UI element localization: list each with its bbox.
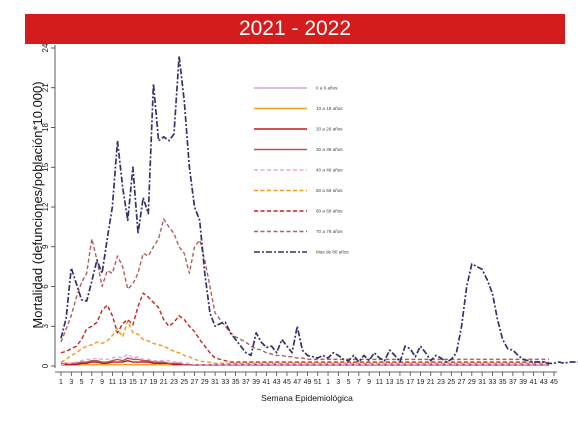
legend-label-9: Más de 80 años	[316, 250, 349, 255]
x-tick-label: 45	[283, 379, 291, 386]
series-line-7	[60, 292, 549, 363]
x-tick-label: 47	[293, 379, 301, 386]
x-tick-label: 37	[242, 379, 250, 386]
legend-label-2: 10 a 19 años	[316, 106, 343, 111]
legend-label-7: 60 a 69 años	[316, 209, 343, 214]
x-tick-label: 13	[119, 379, 127, 386]
x-tick-label: 39	[252, 379, 260, 386]
x-tick-label: 41	[263, 379, 271, 386]
x-tick-label: 29	[201, 379, 209, 386]
y-tick-label: 15	[41, 162, 50, 171]
x-tick-label: 29	[468, 379, 476, 386]
legend-label-1: 0 a 9 años	[316, 86, 338, 91]
x-tick-label: 17	[406, 379, 414, 386]
y-tick-label: 3	[41, 323, 50, 328]
x-tick-label: 43	[273, 379, 281, 386]
x-tick-label: 25	[447, 379, 455, 386]
x-tick-label: 25	[180, 379, 188, 386]
x-tick-label: 43	[540, 379, 548, 386]
x-tick-label: 7	[90, 379, 94, 386]
x-tick-label: 51	[314, 379, 322, 386]
x-tick-label: 23	[170, 379, 178, 386]
x-tick-label: 15	[129, 379, 137, 386]
legend-label-5: 40 a 49 años	[316, 168, 343, 173]
legend-label-6: 50 a 59 años	[316, 188, 343, 193]
x-tick-label: 11	[376, 379, 383, 386]
series-line-8	[60, 218, 549, 361]
x-tick-label: 35	[232, 379, 240, 386]
x-tick-label: 17	[139, 379, 147, 386]
y-tick-label: 24	[41, 43, 50, 52]
x-tick-label: 9	[100, 379, 104, 386]
x-tick-label: 33	[488, 379, 496, 386]
x-tick-label: 19	[417, 379, 425, 386]
series-line-5	[60, 353, 549, 366]
x-tick-label: 27	[458, 379, 466, 386]
x-tick-label: 9	[367, 379, 371, 386]
y-tick-label: 18	[41, 123, 50, 132]
chart-title-banner: 2021 - 2022	[25, 14, 565, 44]
legend-label-3: 20 a 29 años	[316, 127, 343, 132]
x-tick-label: 21	[427, 379, 435, 386]
x-tick-label: 5	[347, 379, 351, 386]
x-tick-label: 3	[69, 379, 73, 386]
y-tick-label: 6	[41, 284, 50, 289]
x-tick-label: 11	[109, 379, 116, 386]
legend-label-8: 70 a 79 años	[316, 229, 343, 234]
x-tick-label: 49	[304, 379, 312, 386]
x-tick-label: 7	[357, 379, 361, 386]
x-tick-label: 21	[160, 379, 168, 386]
x-tick-label: 15	[396, 379, 404, 386]
x-tick-label: 33	[221, 379, 229, 386]
series-line-9	[60, 55, 578, 365]
x-tick-label: 45	[550, 379, 558, 386]
x-tick-label: 41	[530, 379, 538, 386]
y-tick-label: 21	[41, 83, 50, 92]
x-tick-label: 31	[211, 379, 219, 386]
y-tick-label: 0	[41, 363, 50, 368]
chart-title: 2021 - 2022	[238, 17, 352, 40]
x-tick-label: 27	[191, 379, 199, 386]
series-line-6	[60, 320, 549, 365]
y-axis-label: Mortalidad (defunciones/población*10.000…	[30, 81, 45, 328]
x-tick-label: 19	[150, 379, 158, 386]
x-tick-label: 39	[519, 379, 527, 386]
x-tick-label: 3	[336, 379, 340, 386]
legend: 0 a 9 años 10 a 19 años 20 a 29 años 30 a 3…	[254, 86, 349, 255]
legend-label-4: 30 a 39 años	[316, 147, 343, 152]
x-tick-label: 5	[80, 379, 84, 386]
x-axis-label: Semana Epidemiológica	[261, 393, 353, 403]
x-tick-label: 1	[326, 379, 330, 386]
x-tick-label: 31	[478, 379, 486, 386]
x-tick-label: 13	[386, 379, 394, 386]
x-tick-label: 37	[509, 379, 517, 386]
x-tick-label: 35	[499, 379, 507, 386]
x-tick-label: 1	[59, 379, 63, 386]
series-layer	[60, 55, 578, 367]
y-tick-label: 12	[41, 202, 50, 211]
y-tick-label: 9	[41, 244, 50, 249]
x-tick-label: 23	[437, 379, 445, 386]
